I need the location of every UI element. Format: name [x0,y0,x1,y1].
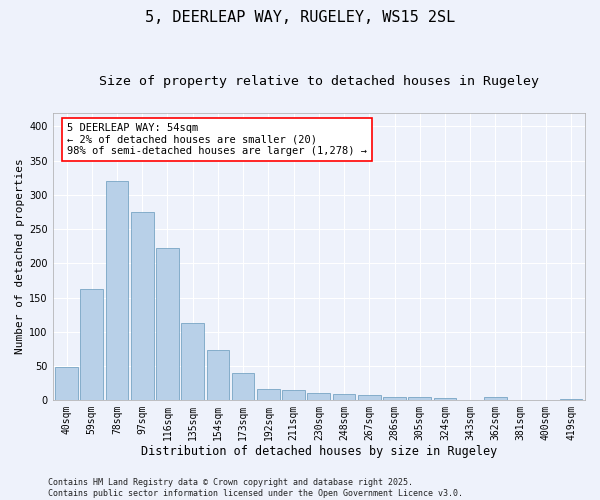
Bar [156,248,179,400]
Bar [434,398,457,400]
Bar [257,388,280,400]
Bar [358,396,380,400]
Bar [282,390,305,400]
Text: 5, DEERLEAP WAY, RUGELEY, WS15 2SL: 5, DEERLEAP WAY, RUGELEY, WS15 2SL [145,10,455,25]
Bar [383,397,406,400]
Bar [106,180,128,400]
Bar [307,394,330,400]
Bar [333,394,355,400]
Bar [560,399,583,400]
Y-axis label: Number of detached properties: Number of detached properties [15,158,25,354]
X-axis label: Distribution of detached houses by size in Rugeley: Distribution of detached houses by size … [141,444,497,458]
Bar [55,366,78,400]
Title: Size of property relative to detached houses in Rugeley: Size of property relative to detached ho… [99,75,539,88]
Bar [206,350,229,400]
Bar [409,398,431,400]
Text: Contains HM Land Registry data © Crown copyright and database right 2025.
Contai: Contains HM Land Registry data © Crown c… [48,478,463,498]
Text: 5 DEERLEAP WAY: 54sqm
← 2% of detached houses are smaller (20)
98% of semi-detac: 5 DEERLEAP WAY: 54sqm ← 2% of detached h… [67,123,367,156]
Bar [232,373,254,400]
Bar [131,212,154,400]
Bar [80,288,103,400]
Bar [484,397,507,400]
Bar [181,323,204,400]
